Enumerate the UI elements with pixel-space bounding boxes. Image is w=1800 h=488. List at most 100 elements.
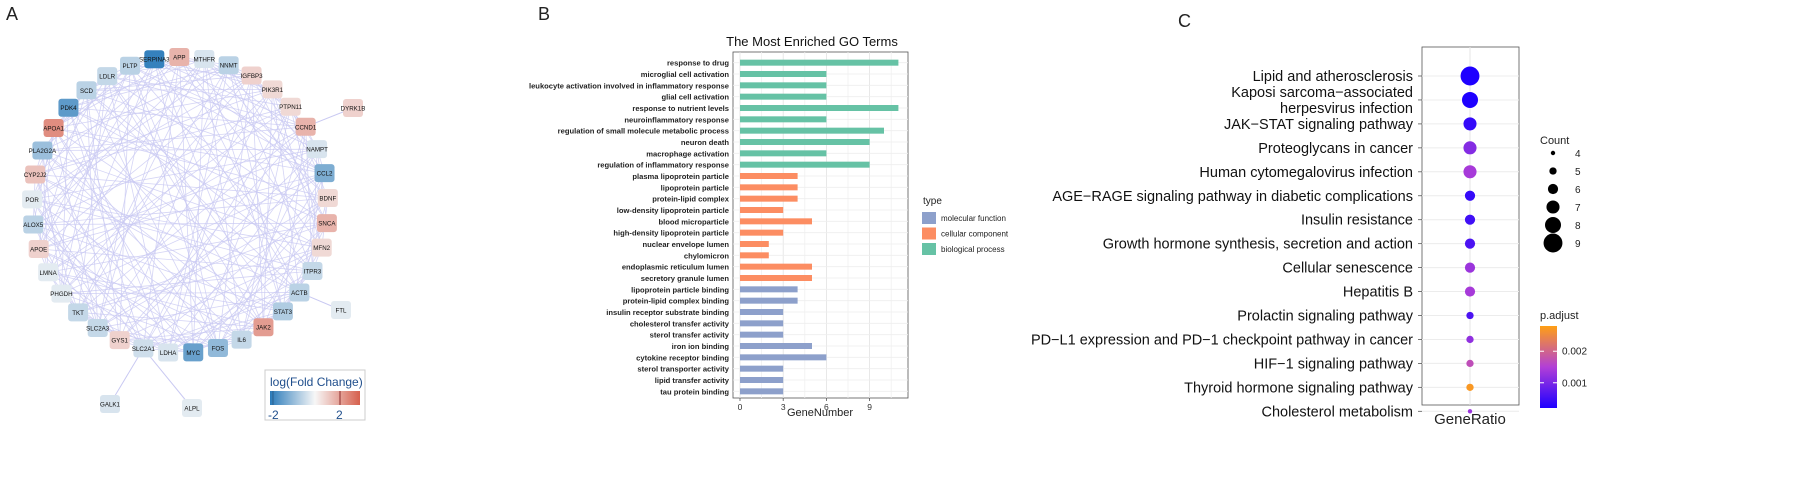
network-edge: [77, 222, 328, 313]
pathway-label: JAK−STAT signaling pathway: [1224, 117, 1414, 133]
network-node-label: LDLR: [99, 74, 115, 81]
network-node: PLTP: [120, 56, 141, 75]
network-node-label: ACTB: [291, 290, 308, 297]
network-edge: [53, 127, 99, 329]
panel-c-letter: C: [1178, 11, 1191, 31]
pathway-label-line: Kaposi sarcoma−associated: [1231, 85, 1413, 101]
go-term-bar: [740, 263, 812, 270]
network-node-box: [272, 302, 293, 321]
network-edge: [68, 107, 322, 249]
network-node-label: SLC2A1: [132, 346, 156, 353]
go-term-label: nuclear envelope lumen: [642, 240, 729, 249]
go-term-label: insulin receptor substrate binding: [606, 308, 729, 317]
network-edge: [34, 174, 284, 312]
network-node-box: [144, 50, 165, 69]
network-node: TKT: [68, 303, 89, 322]
pathway-point: [1466, 383, 1474, 391]
fold-change-legend: log(Fold Change) -2 2: [264, 369, 366, 422]
go-term-bar: [740, 93, 827, 100]
count-legend-dot: [1549, 167, 1557, 175]
network-node-box: [311, 238, 332, 257]
network-node: PTPN11: [279, 97, 303, 116]
x-tick-label: 0: [738, 402, 743, 412]
network-edge: [42, 150, 144, 349]
network-node-label: ALOX5: [23, 222, 44, 229]
go-term-label: cholesterol transfer activity: [630, 319, 730, 328]
network-node-label: MYC: [186, 350, 200, 357]
pathway-label: Lipid and atherosclerosis: [1253, 69, 1413, 85]
network-edge: [35, 174, 328, 199]
chart-c-x-axis-label: GeneRatio: [1434, 411, 1506, 428]
pathway-label: Cellular senescence: [1282, 261, 1413, 277]
network-node: CCL2: [314, 164, 335, 183]
go-term-label: low-density lipoprotein particle: [617, 206, 729, 215]
pathway-label: AGE−RAGE signaling pathway in diabetic c…: [1052, 189, 1413, 205]
network-edge: [77, 76, 108, 313]
network-node: SNCA: [316, 214, 337, 233]
network-node: SCD: [76, 81, 97, 100]
network-edge: [251, 75, 264, 328]
pathway-label: Kaposi sarcoma−associated herpesvirus inf…: [1231, 85, 1413, 117]
network-node-box: [100, 395, 120, 413]
network-node-box: [97, 67, 118, 86]
network-edge: [263, 270, 313, 328]
go-term-bar: [740, 377, 784, 383]
network-edge: [119, 65, 230, 341]
panel-b-letter: B: [538, 4, 550, 24]
network-node-box: [22, 190, 43, 209]
go-term-bar: [740, 173, 798, 179]
network-node-box: [218, 56, 239, 75]
network-node: POR: [22, 190, 43, 209]
network-edge: [228, 65, 313, 272]
go-term-label: blood microparticle: [659, 217, 729, 226]
network-node-label: GYS1: [111, 338, 128, 345]
p-adjust-gradient-bar: [1540, 326, 1557, 408]
go-term-label: iron ion binding: [672, 342, 730, 351]
network-node: CCND1: [295, 117, 317, 136]
network-node-box: [158, 343, 179, 362]
network-node: ALPL: [182, 399, 202, 417]
count-legend-label: 7: [1575, 203, 1581, 214]
pathway-point: [1464, 214, 1476, 225]
network-edge: [42, 150, 264, 328]
network-node-box: [120, 56, 141, 75]
pathway-point: [1466, 335, 1474, 344]
count-size-legend: Count 4 5 6 7 8 9: [1540, 135, 1581, 253]
network-edge: [35, 89, 273, 175]
go-term-bar: [740, 331, 784, 338]
network-edge: [53, 89, 273, 129]
network-edge: [31, 75, 252, 200]
x-tick-label: 6: [824, 402, 829, 412]
network-edge: [61, 270, 313, 294]
network-node-box: [343, 99, 363, 117]
go-term-bar: [740, 150, 827, 157]
go-term-bar: [740, 241, 769, 247]
network-edge: [251, 75, 306, 128]
count-legend-title: Count: [1540, 135, 1569, 147]
p-adjust-color-legend: p.adjust 0.002 0.001: [1540, 310, 1587, 408]
go-term-label: lipoprotein particle: [661, 183, 729, 192]
go-term-bar: [740, 207, 784, 213]
network-edge: [86, 90, 99, 329]
network-node: PDK4: [58, 98, 79, 117]
chart-c-points: [1460, 66, 1480, 414]
network-edge: [33, 197, 328, 225]
legend-label: molecular function: [941, 214, 1006, 223]
network-node-box: [253, 318, 274, 337]
pathway-label-line: herpesvirus infection: [1280, 101, 1413, 117]
network-edge: [217, 75, 252, 349]
color-legend-label: 0.002: [1562, 347, 1587, 358]
network-edge: [86, 90, 121, 341]
go-term-label: tau protein binding: [660, 387, 729, 396]
legend-title: log(Fold Change): [270, 375, 363, 389]
network-node-box: [109, 331, 130, 350]
network-node: IL6: [231, 330, 252, 349]
network-node: APOA1: [43, 118, 64, 137]
network-node-label: APOA1: [43, 125, 64, 132]
network-node-label: SLC2A3: [86, 326, 110, 333]
network-node-label: LMNA: [40, 270, 58, 277]
